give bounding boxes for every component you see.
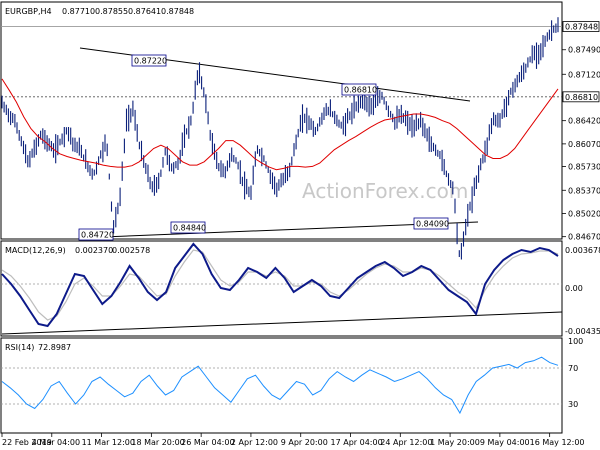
svg-text:0.84840: 0.84840 [173, 224, 206, 233]
rsi-header-name: RSI(14) [5, 343, 34, 352]
macd-line [1, 242, 559, 328]
annotation-low-1: 0.84720 [78, 228, 114, 241]
macd-tick-top: 0.003678 [565, 246, 600, 255]
time-tick-label: 26 Mar 04:00 [181, 438, 234, 447]
macd-header-signal: 0.002578 [112, 246, 150, 255]
svg-text:0.84090: 0.84090 [416, 220, 449, 229]
time-tick-label: 16 May 12:00 [530, 438, 585, 447]
macd-trendline [1, 311, 563, 335]
ohlc-high: 0.87855 [95, 7, 128, 16]
svg-text:0.86810: 0.86810 [344, 86, 377, 95]
time-tick-label: 9 May 04:00 [480, 438, 530, 447]
annotation-low-3: 0.84090 [413, 217, 449, 230]
time-tick-label: 22 Feb 2019 [2, 438, 52, 447]
macd-header-value: 0.002370 [75, 246, 113, 255]
rsi-tick-label: 30 [568, 400, 578, 409]
price-tick-label: 0.87490 [568, 46, 600, 55]
rsi-line [1, 356, 559, 415]
macd-tick-bottom: -0.004359 [565, 327, 600, 336]
reference-level-tag: 0.86810 [562, 91, 600, 103]
svg-text:0.84720: 0.84720 [81, 231, 114, 240]
time-tick-label: 11 Mar 12:00 [82, 438, 135, 447]
annotation-low-2: 0.84840 [170, 221, 206, 234]
rsi-axis: 100 70 30 [568, 337, 583, 409]
time-tick-label: 18 Mar 20:00 [131, 438, 184, 447]
price-tick-label: 0.86420 [568, 117, 600, 126]
watermark: ActionForex.com [302, 179, 468, 203]
macd-header-name: MACD(12,26,9) [5, 246, 66, 255]
annotation-high-2: 0.86810 [341, 83, 377, 96]
price-tick-label: 0.85020 [568, 209, 600, 218]
svg-text:0.87220: 0.87220 [134, 57, 167, 66]
macd-tick-zero: 0.00 [565, 284, 583, 293]
rsi-tick-label: 70 [568, 364, 578, 373]
price-tick-label: 0.86070 [568, 140, 600, 149]
svg-text:0.87848: 0.87848 [565, 23, 598, 32]
current-price-tag: 0.87848 [562, 21, 600, 32]
time-tick-label: 4 Mar 04:00 [32, 438, 80, 447]
price-tick-label: 0.87120 [568, 70, 600, 79]
time-tick-label: 17 Apr 04:00 [331, 438, 383, 447]
svg-text:0.86810: 0.86810 [565, 93, 598, 102]
annotation-high-1: 0.87220 [131, 54, 167, 67]
price-tick-label: 0.85730 [568, 162, 600, 171]
price-bars-group [1, 17, 559, 260]
price-tick-label: 0.84670 [568, 233, 600, 242]
rsi-tick-label: 100 [568, 337, 583, 346]
time-tick-label: 1 May 20:00 [430, 438, 480, 447]
price-tick-label: 0.85370 [568, 186, 600, 195]
symbol-header: EURGBP,H4 [5, 7, 52, 16]
macd-panel-frame [0, 240, 563, 337]
time-tick-label: 2 Apr 12:00 [231, 438, 278, 447]
time-tick-label: 24 Apr 12:00 [380, 438, 432, 447]
price-axis: 0.87490 0.87120 0.86420 0.86070 0.85730 0.853… [562, 46, 600, 242]
ohlc-close: 0.87848 [161, 7, 194, 16]
moving-average-line [1, 78, 559, 171]
ohlc-low: 0.87641 [128, 7, 161, 16]
rsi-panel-frame [0, 337, 563, 434]
rsi-header-value: 72.8987 [38, 343, 71, 352]
ohlc-open: 0.87710 [62, 7, 95, 16]
time-tick-label: 9 Apr 20:00 [281, 438, 328, 447]
